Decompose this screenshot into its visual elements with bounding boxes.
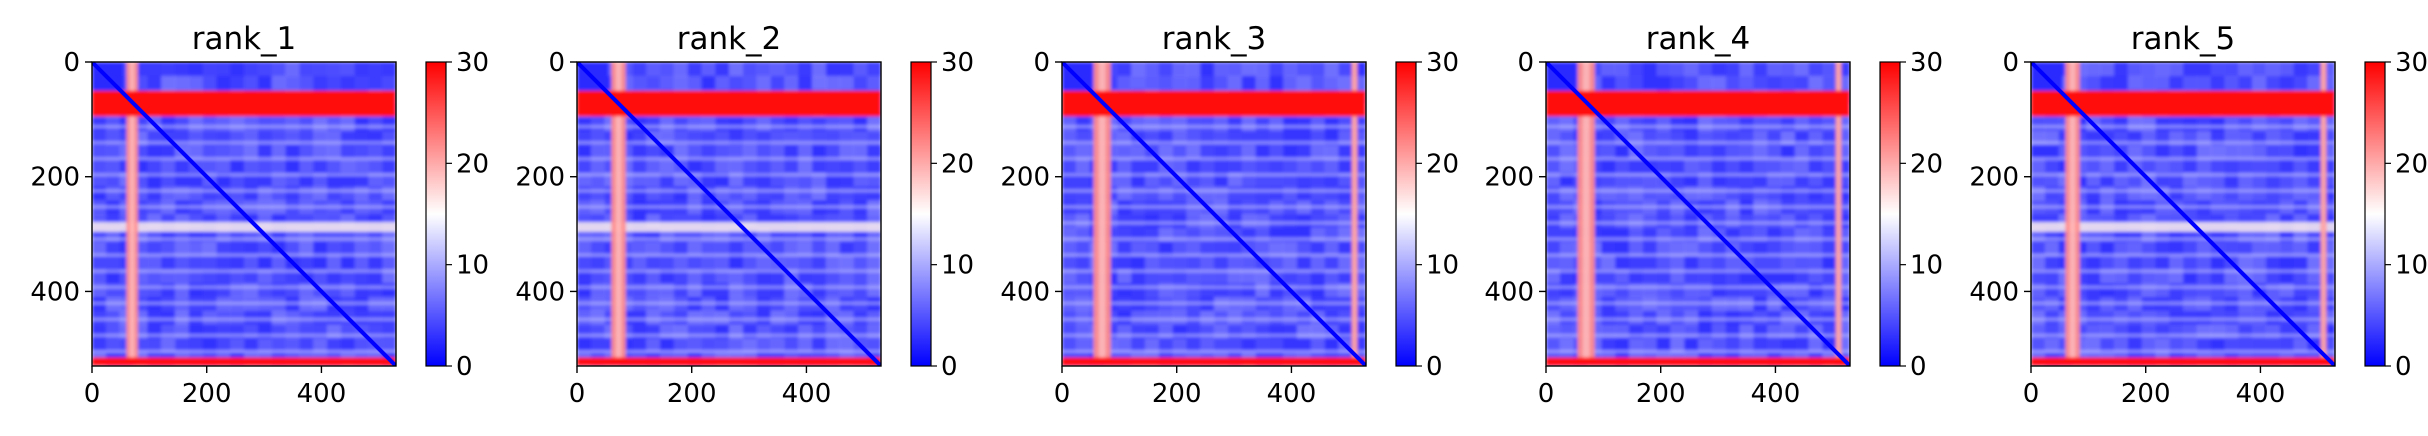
heatmap-high-row: [1546, 90, 1850, 117]
heatmap-light-band: [92, 222, 396, 232]
y-tick-label: 0: [548, 48, 565, 78]
heatmap-high-row: [1546, 357, 1850, 366]
x-tick-label: 200: [2121, 379, 2171, 409]
heatmap-high-row: [2031, 357, 2335, 366]
y-tick-label: 0: [2002, 48, 2019, 78]
panel-title: rank_5: [2131, 21, 2236, 57]
colorbar-tick-label: 10: [1910, 251, 1943, 281]
x-tick-label: 400: [297, 379, 347, 409]
colorbar-tick-label: 0: [1910, 352, 1927, 382]
colorbar-tick-label: 20: [941, 149, 974, 179]
heatmap-matrix: [577, 62, 881, 366]
y-tick-label: 200: [1969, 163, 2019, 193]
colorbar: [425, 61, 447, 367]
heatmap-diagonal: [92, 62, 396, 366]
x-tick-label: 400: [2236, 379, 2286, 409]
heatmap-high-row: [1062, 90, 1366, 117]
heatmap-panel-4: rank_4 0 200 400 0 200 400 0 10 20 30: [1484, 21, 1943, 409]
colorbar-tick-label: 20: [2395, 149, 2428, 179]
colorbar-tick-label: 0: [941, 352, 958, 382]
colorbar-tick-label: 0: [1426, 352, 1443, 382]
axes-frame: [576, 61, 882, 367]
x-tick-label: 400: [782, 379, 832, 409]
y-tick-label: 200: [1000, 163, 1050, 193]
x-tick-label: 200: [1636, 379, 1686, 409]
colorbar: [1395, 61, 1417, 367]
colorbar: [2364, 61, 2386, 367]
heatmap-diagonal: [577, 62, 881, 366]
heatmap-matrix: [1546, 62, 1850, 366]
colorbar-tick-label: 30: [941, 48, 974, 78]
axes-frame: [1545, 61, 1851, 367]
x-tick-label: 200: [182, 379, 232, 409]
x-tick-label: 200: [1152, 379, 1202, 409]
heatmap-panel-1: rank_1 0 200 400 0 200 400 0 10 20 30: [30, 21, 489, 409]
colorbar-tick-label: 20: [1910, 149, 1943, 179]
y-tick-label: 400: [1969, 277, 2019, 307]
y-tick-label: 400: [30, 277, 80, 307]
panel-title: rank_3: [1162, 21, 1267, 57]
colorbar-tick-label: 30: [1910, 48, 1943, 78]
heatmap-diagonal: [1546, 62, 1850, 366]
x-tick-label: 400: [1267, 379, 1317, 409]
heatmap-panel-2: rank_2 0 200 400 0 200 400 0 10 20 30: [515, 21, 974, 409]
colorbar: [1879, 61, 1901, 367]
axes-frame: [1061, 61, 1367, 367]
heatmap-diagonal: [2031, 62, 2335, 366]
x-tick-label: 400: [1751, 379, 1801, 409]
heatmap-light-band: [2031, 222, 2335, 232]
y-tick-label: 200: [1484, 163, 1534, 193]
y-tick-label: 400: [1484, 277, 1534, 307]
colorbar-tick-label: 10: [941, 251, 974, 281]
colorbar-tick-label: 0: [2395, 352, 2412, 382]
colorbar-tick-label: 0: [456, 352, 473, 382]
axes-frame: [2030, 61, 2336, 367]
colorbar: [910, 61, 932, 367]
axes-frame: [91, 61, 397, 367]
heatmap-matrix: [1062, 62, 1366, 366]
heatmap-light-band: [577, 222, 881, 232]
heatmap-panel-3: rank_3 0 200 400 0 200 400 0 10 20 30: [1000, 21, 1459, 409]
panel-title: rank_1: [192, 21, 297, 57]
colorbar-tick-label: 30: [456, 48, 489, 78]
y-tick-label: 0: [1517, 48, 1534, 78]
heatmap-diagonal: [1062, 62, 1366, 366]
heatmap-high-row: [1062, 357, 1366, 366]
y-tick-label: 0: [63, 48, 80, 78]
y-tick-label: 200: [30, 163, 80, 193]
y-tick-label: 200: [515, 163, 565, 193]
heatmap-high-row: [2031, 90, 2335, 117]
heatmap-high-row: [577, 90, 881, 117]
y-tick-label: 0: [1033, 48, 1050, 78]
x-tick-label: 0: [1538, 379, 1555, 409]
x-tick-label: 0: [1054, 379, 1071, 409]
x-tick-label: 0: [569, 379, 586, 409]
heatmap-high-row: [577, 357, 881, 366]
colorbar-tick-label: 20: [1426, 149, 1459, 179]
heatmap-matrix: [92, 62, 396, 366]
heatmap-high-row: [92, 90, 396, 117]
panel-title: rank_2: [677, 21, 782, 57]
panel-title: rank_4: [1646, 21, 1751, 57]
heatmap-high-row: [92, 357, 396, 366]
colorbar-tick-label: 10: [456, 251, 489, 281]
colorbar-tick-label: 20: [456, 149, 489, 179]
x-tick-label: 0: [84, 379, 101, 409]
y-tick-label: 400: [1000, 277, 1050, 307]
heatmap-panel-5: rank_5 0 200 400 0 200 400 0 10 20 30: [1969, 21, 2428, 409]
colorbar-tick-label: 10: [2395, 251, 2428, 281]
x-tick-label: 200: [667, 379, 717, 409]
colorbar-tick-label: 30: [1426, 48, 1459, 78]
x-tick-label: 0: [2023, 379, 2040, 409]
colorbar-tick-label: 30: [2395, 48, 2428, 78]
colorbar-tick-label: 10: [1426, 251, 1459, 281]
y-tick-label: 400: [515, 277, 565, 307]
heatmap-matrix: [2031, 62, 2335, 366]
